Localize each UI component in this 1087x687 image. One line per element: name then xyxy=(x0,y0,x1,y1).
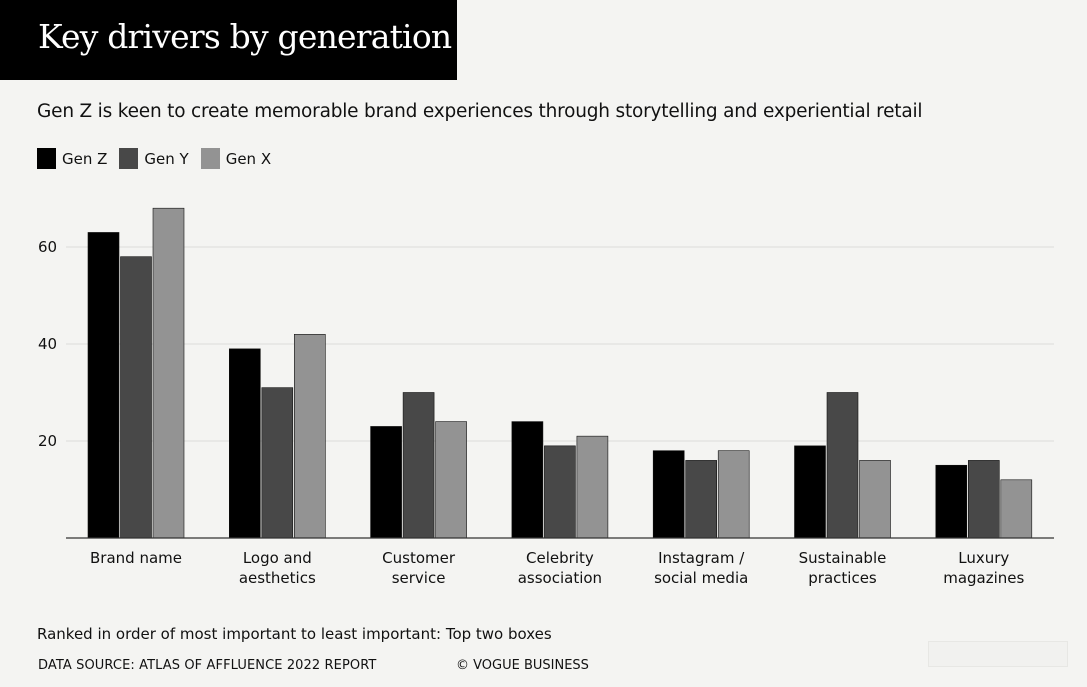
x-category-label: Luxury xyxy=(958,549,1009,567)
x-category-label: social media xyxy=(654,569,748,587)
bar-gen-z-brand-name xyxy=(87,232,120,539)
legend-label: Gen X xyxy=(225,149,272,168)
legend-label: Gen Y xyxy=(144,149,189,168)
x-category-label: magazines xyxy=(943,569,1024,587)
x-category-label: practices xyxy=(808,569,877,587)
x-category-label: Customer xyxy=(382,549,456,567)
y-tick-label: 60 xyxy=(38,238,57,256)
x-category-label: service xyxy=(392,569,446,587)
bar-gen-y-logo-and-aesthetics xyxy=(261,387,294,539)
bar-gen-z-luxury-magazines xyxy=(935,464,968,539)
bar-gen-z-customer-service xyxy=(370,426,402,539)
bar-gen-z-celebrity-association xyxy=(511,421,544,539)
watermark-box xyxy=(928,641,1068,667)
x-category-label: Logo and xyxy=(243,549,312,567)
bar-gen-y-instagram-social-media xyxy=(685,460,718,539)
chart-subtitle: Gen Z is keen to create memorable brand … xyxy=(37,101,923,122)
footnote: Ranked in order of most important to lea… xyxy=(37,625,552,643)
x-category-label: Brand name xyxy=(90,549,182,567)
bar-gen-x-celebrity-association xyxy=(576,435,609,539)
copyright: © VOGUE BUSINESS xyxy=(456,658,589,673)
title-banner: Key drivers by generation xyxy=(0,0,457,80)
x-category-label: aesthetics xyxy=(239,569,316,587)
bar-gen-x-instagram-social-media xyxy=(717,450,750,539)
legend-swatch xyxy=(119,148,139,169)
bar-gen-z-instagram-social-media xyxy=(652,450,685,539)
x-category-label: association xyxy=(518,569,602,587)
legend-item-gen-z: Gen Z xyxy=(37,148,107,169)
legend: Gen Z Gen Y Gen X xyxy=(37,148,283,169)
chart-title: Key drivers by generation xyxy=(38,17,452,56)
x-category-label: Sustainable xyxy=(799,549,887,567)
bar-gen-y-customer-service xyxy=(402,392,435,539)
legend-swatch xyxy=(37,148,56,169)
legend-item-gen-y: Gen Y xyxy=(119,148,189,169)
bar-gen-y-celebrity-association xyxy=(544,445,576,539)
legend-label: Gen Z xyxy=(62,149,108,168)
x-category-label: Instagram / xyxy=(658,549,745,567)
bar-gen-x-brand-name xyxy=(152,207,185,539)
bar-gen-y-brand-name xyxy=(120,256,152,539)
bar-gen-y-sustainable-practices xyxy=(826,392,859,539)
bar-gen-z-sustainable-practices xyxy=(794,445,826,539)
data-source: DATA SOURCE: ATLAS OF AFFLUENCE 2022 REP… xyxy=(38,658,377,673)
y-tick-label: 40 xyxy=(38,335,57,353)
legend-swatch xyxy=(200,148,220,169)
x-category-label: Celebrity xyxy=(526,549,594,567)
bar-gen-y-luxury-magazines xyxy=(967,460,1000,539)
y-tick-label: 20 xyxy=(38,432,57,450)
bar-gen-x-luxury-magazines xyxy=(1000,479,1033,539)
legend-item-gen-x: Gen X xyxy=(200,148,272,169)
bar-gen-x-customer-service xyxy=(435,421,467,539)
bar-gen-z-logo-and-aesthetics xyxy=(229,348,261,539)
bar-gen-x-logo-and-aesthetics xyxy=(293,333,326,539)
bar-gen-x-sustainable-practices xyxy=(859,460,891,539)
